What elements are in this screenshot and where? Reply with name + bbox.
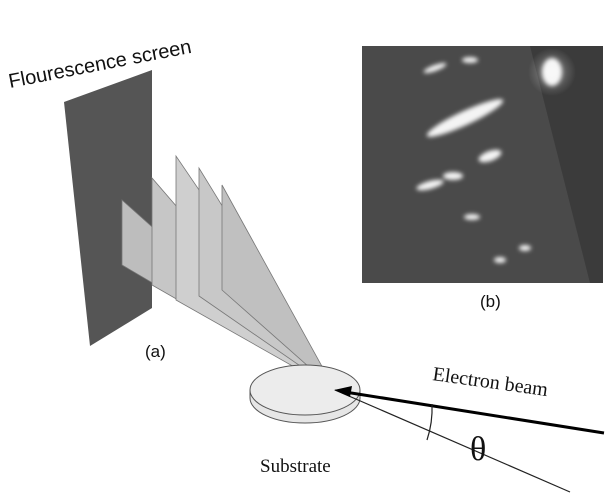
reflected-beam	[335, 390, 570, 492]
angle-label: θ	[470, 431, 486, 468]
rheed-photo	[362, 46, 603, 283]
screen-label: Flourescence screen	[7, 36, 193, 93]
panel-a-label: (a)	[145, 342, 166, 361]
beam-label: Electron beam	[431, 363, 549, 401]
electron-beam	[345, 392, 604, 433]
fluorescence-screen	[64, 70, 152, 346]
panel-b-label: (b)	[480, 292, 501, 311]
rheed-diagram: Flourescence screen (a) (b)	[0, 0, 608, 503]
angle-arc	[427, 404, 432, 440]
substrate-label: Substrate	[260, 456, 331, 477]
